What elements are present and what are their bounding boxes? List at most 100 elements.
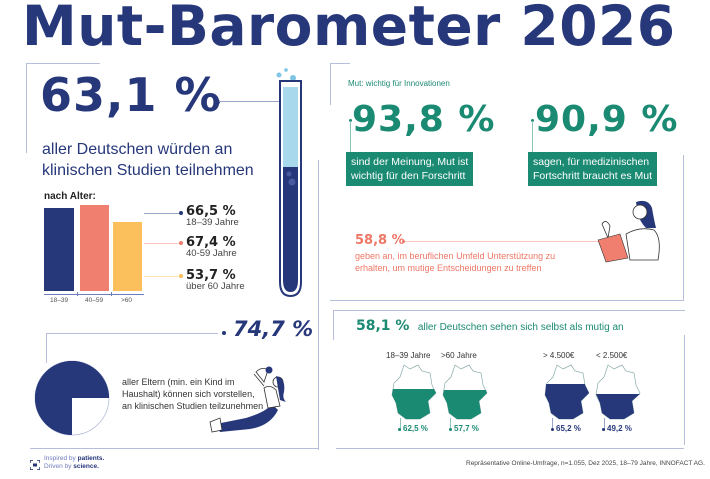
map-value: 65,2 % [556,424,581,433]
workplace-description: geben an, im beruflichen Umfeld Unterstü… [355,250,555,274]
participation-value: 63,1 % [40,68,222,122]
legend-connector [144,276,182,277]
map-dot [398,428,401,431]
map-dot [449,428,452,431]
frame-line [26,63,27,153]
workplace-value: 58,8 % [355,233,405,248]
map-connector [552,418,553,431]
germany-map-high-income [543,363,591,421]
legend-value: 67,4 % [186,235,236,250]
map-dot [602,428,605,431]
workplace-line2: erhalten, um mutige Entscheidungen zu tr… [355,263,542,273]
courage-value: 58,1 % [356,318,410,334]
tagline-line1: Inspired by patients. [44,455,104,463]
axis-label: 18–39 [50,297,69,304]
legend-dot [179,274,183,278]
courage-text: aller Deutschen sehen sich selbst als mu… [417,322,624,333]
legend-value: 53,7 % [186,268,236,283]
connector-line [532,121,533,155]
age-bar-chart [44,205,144,291]
legend-dot [179,211,183,215]
stat-box-line: Fortschritt braucht es Mut [533,170,653,182]
workplace-line1: geben an, im beruflichen Umfeld Unterstü… [355,251,556,261]
source-note: Repräsentative Online-Umfrage, n=1.055, … [466,460,705,467]
participation-description: aller Deutschen würden an klinischen Stu… [42,139,254,181]
connector-line [405,241,605,242]
map-connector [450,418,451,431]
stat-box-line: sind der Meinung, Mut ist [351,156,469,168]
legend-item: 53,7 % über 60 Jahre [186,268,245,292]
parents-value: 74,7 % [233,317,314,341]
tagline-emphasis: patients. [77,455,105,462]
frame-line [684,335,685,445]
courage-header: 58,1 % aller Deutschen sehen sich selbst… [356,317,624,335]
chart-axis [44,294,144,295]
connector-dot [216,100,220,104]
parents-description: aller Eltern (min. ein Kind im Haushalt)… [122,376,263,412]
tagline-text: Driven by [44,463,74,470]
bar-18-39 [44,208,74,291]
connector-dot [349,119,352,122]
axis-label: 40–59 [85,297,104,304]
frame-line [336,448,684,449]
test-tube-illustration [270,68,310,303]
brand-logo-icon [29,457,41,471]
connector-dot [222,331,226,335]
tagline-line2: Driven by science. [44,463,104,471]
map-label: > 4.500€ [543,351,575,360]
legend-connector [144,243,182,244]
germany-map-over-60 [441,363,489,421]
map-connector [400,418,401,431]
connector-dot [402,240,405,243]
tagline-emphasis: science. [73,463,99,470]
map-label: 18–39 Jahre [386,351,431,360]
axis-label: >60 [121,297,133,304]
participation-line2: klinischen Studien teilnehmen [42,162,254,179]
legend-item: 66,5 % 18–39 Jahre [186,204,239,228]
bar-over-60 [113,222,142,291]
map-value: 49,2 % [607,424,632,433]
innovation-heading: Mut: wichtig für Innovationen [348,79,450,88]
legend-dot [179,241,183,245]
axis-tick [77,292,78,296]
stat-box-line: sagen, für medizinischen [533,156,650,168]
frame-line [333,310,685,311]
tagline-text: Inspired by [44,455,78,462]
parents-line3: an klinischen Studien teilzunehmen [122,401,264,411]
parents-pie-chart [34,360,110,436]
connector-line [219,101,279,102]
legend-sub: 40-59 Jahre [186,248,237,259]
parent-child-illustration [206,366,296,436]
participation-line1: aller Deutschen würden an [42,141,233,158]
brand-tagline: Inspired by patients. Driven by science. [44,455,104,471]
frame-line [26,63,100,64]
map-label: < 2.500€ [596,351,628,360]
stat-box-2: sagen, für medizinischen Fortschritt bra… [528,152,658,186]
stat-value-1: 93,8 % [352,99,496,140]
frame-line [333,310,334,340]
stat-box-1: sind der Meinung, Mut ist wichtig für de… [346,152,474,186]
age-chart-label: nach Alter: [44,191,96,202]
frame-line [30,448,319,449]
legend-sub: 18–39 Jahre [186,217,239,228]
frame-line [683,155,684,300]
map-dot [551,428,554,431]
participation-value-text: 63,1 % [40,68,222,122]
woman-clipboard-illustration [596,198,666,266]
bar-40-59 [80,205,109,291]
legend-connector [144,213,182,214]
connector-dot [531,119,534,122]
connector-line [46,333,47,363]
map-connector [604,418,605,431]
frame-line [318,160,319,450]
frame-line [330,63,350,64]
legend-sub: über 60 Jahre [186,281,245,292]
connector-line [46,333,218,334]
map-label: >60 Jahre [441,351,477,360]
germany-map-18-39 [390,363,438,421]
stat-box-line: wichtig für den Forschritt [351,170,466,182]
parents-line1: aller Eltern (min. ein Kind im [122,377,235,387]
frame-line [330,63,331,105]
map-value: 57,7 % [454,424,479,433]
legend-item: 67,4 % 40-59 Jahre [186,235,237,259]
